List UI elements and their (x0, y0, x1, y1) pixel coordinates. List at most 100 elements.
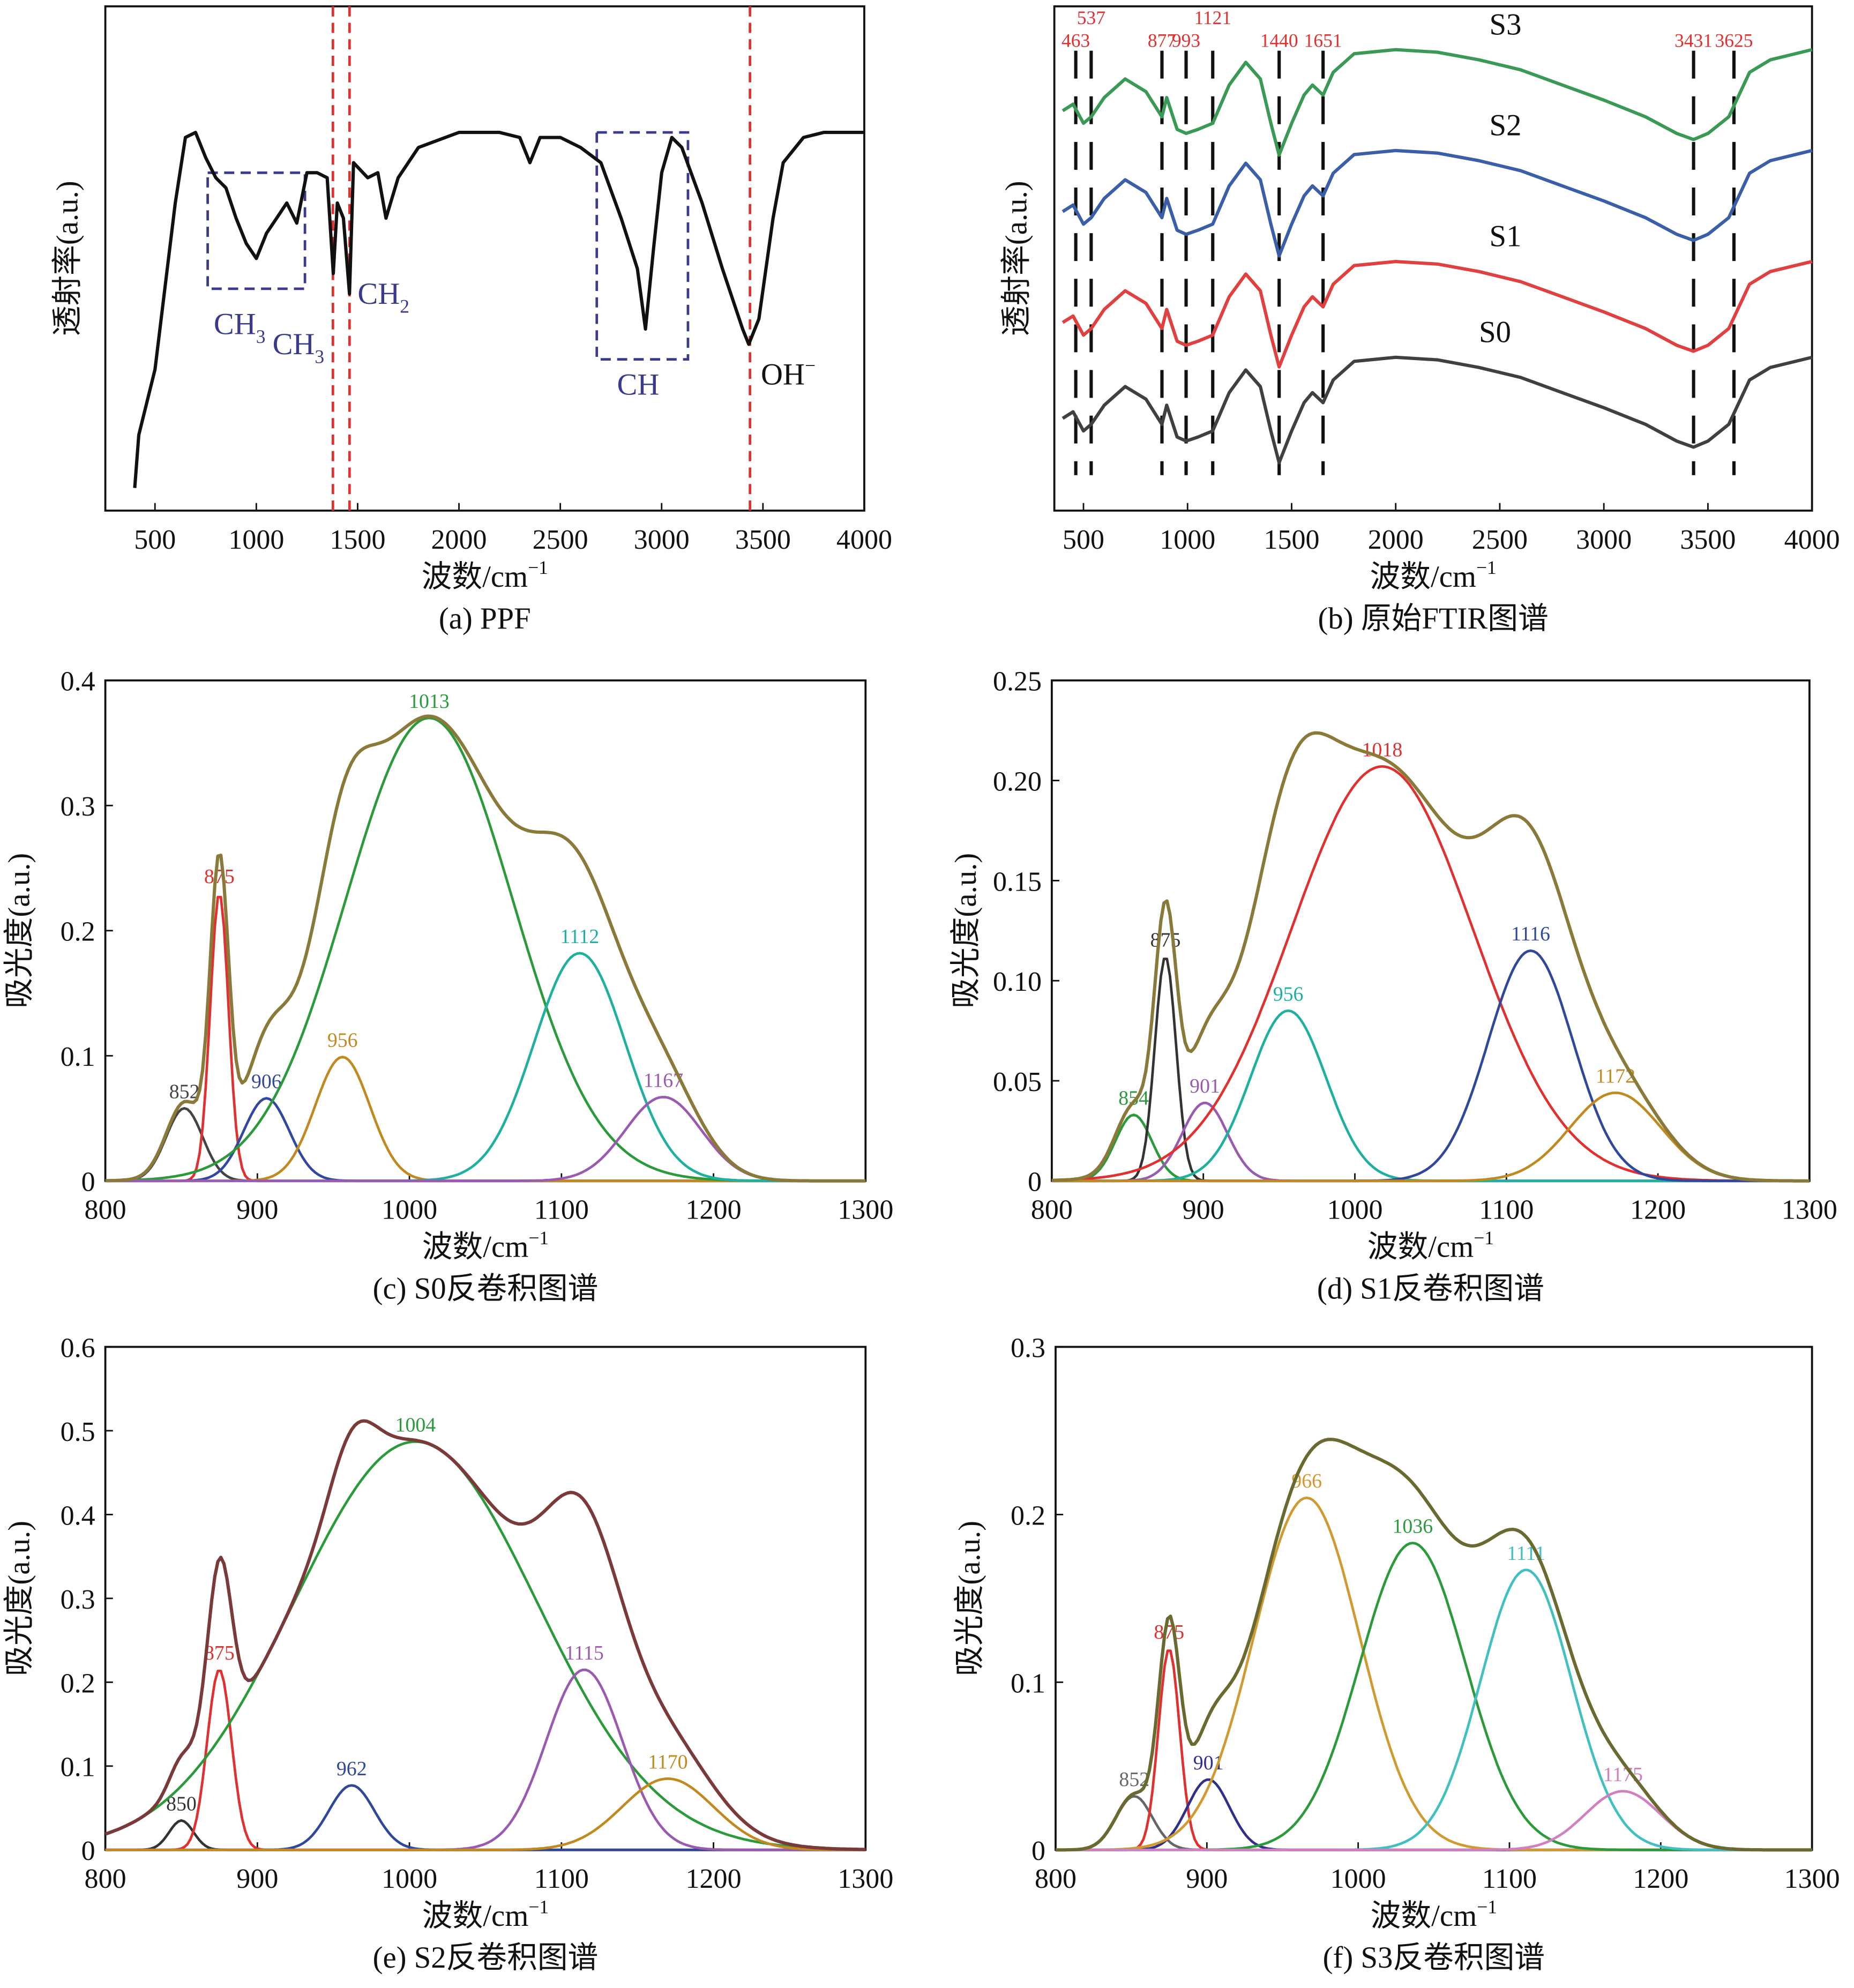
x-axis-label: 波数/cm−1 (422, 1227, 549, 1264)
peak-label: 1115 (565, 1642, 604, 1664)
peak-label: 956 (1273, 983, 1304, 1005)
series-label: S3 (1490, 8, 1522, 41)
x-axis-label: 波数/cm−1 (1370, 557, 1497, 594)
panel-b: 500 1000 1500 2000 2500 3000 3500 4000 波数/cm−1 透射… (1000, 5, 1840, 636)
x-tick-label: 1500 (330, 525, 385, 555)
annotation-sup: − (805, 355, 816, 376)
y-tick-label: 0.2 (61, 1668, 95, 1699)
peak-curve-1004 (104, 1440, 866, 1851)
peak-label: 537 (1077, 7, 1105, 28)
plot-frame (104, 5, 865, 512)
x-tick-label: 4000 (1784, 525, 1840, 555)
x-axis-label: 波数/cm−1 (422, 1896, 549, 1933)
series-label: S2 (1490, 109, 1522, 143)
peak-label: 1651 (1304, 29, 1342, 51)
x-tick-label: 1300 (1782, 1195, 1837, 1225)
fitted-sum-curve (1051, 731, 1810, 1183)
x-tick-label: 3500 (735, 525, 791, 555)
spectrum-line-S1 (1061, 259, 1813, 369)
x-tick-label: 2000 (431, 525, 487, 555)
spectrum-line-S2 (1061, 148, 1813, 258)
annotation-text: OH (761, 358, 805, 392)
x-tick-label: 1000 (228, 525, 284, 555)
x-tick-label: 1300 (838, 1864, 893, 1894)
annotation-box (206, 171, 306, 290)
y-tick-label: 0.10 (993, 967, 1042, 997)
x-axis-label-sup: −1 (528, 1896, 549, 1917)
y-axis-label: 透射率(a.u.) (51, 181, 85, 336)
peak-label: 1013 (409, 690, 450, 713)
peak-curve-1111 (1056, 1568, 1812, 1851)
peak-label: 956 (327, 1029, 358, 1052)
peak-label: 901 (1190, 1075, 1220, 1097)
x-tick-label: 1200 (1633, 1864, 1688, 1894)
x-tick-label: 1200 (686, 1195, 742, 1225)
peak-curve-1115 (105, 1668, 866, 1851)
x-tick-label: 800 (85, 1195, 126, 1225)
plot-frame (104, 1346, 867, 1851)
y-tick-label: 0.20 (993, 766, 1042, 797)
y-tick-label: 0.5 (61, 1417, 95, 1447)
peak-curve-854 (1051, 1113, 1810, 1183)
x-tick-label: 500 (1063, 525, 1104, 555)
y-tick-label: 0 (81, 1836, 95, 1866)
x-axis-label-text: 波数/cm (1367, 1230, 1474, 1264)
y-tick-label: 0.05 (993, 1067, 1042, 1097)
panel-caption: (b) 原始FTIR图谱 (1318, 602, 1549, 636)
x-axis-label: 波数/cm−1 (1371, 1896, 1497, 1933)
y-tick-label: 0.4 (61, 667, 95, 697)
x-axis-label-text: 波数/cm (422, 1899, 529, 1933)
x-tick-label: 1200 (686, 1864, 742, 1894)
x-tick-label: 500 (134, 525, 176, 555)
x-tick-label: 2500 (533, 525, 588, 555)
x-tick-label: 800 (1031, 1195, 1073, 1225)
y-axis-label: 透射率(a.u.) (1000, 181, 1034, 336)
fitted-sum-curve (105, 714, 866, 1183)
peak-curve-875 (1051, 958, 1810, 1183)
peak-curve-1170 (105, 1777, 866, 1851)
peak-annotation: CH3 (214, 308, 266, 348)
y-tick-label: 0.1 (61, 1042, 95, 1072)
peak-label: 877 (1148, 29, 1176, 51)
x-tick-label: 4000 (836, 525, 892, 555)
plot-frame (104, 679, 867, 1182)
x-tick-label: 1100 (534, 1195, 589, 1225)
series-label: S1 (1490, 220, 1522, 253)
x-tick-label: 3000 (634, 525, 690, 555)
x-tick-label: 900 (1183, 1195, 1224, 1225)
peak-curve-901 (1051, 1101, 1810, 1183)
peak-curve-966 (1056, 1496, 1812, 1851)
peak-label: 875 (1154, 1621, 1184, 1643)
x-axis-label-sup: −1 (1476, 557, 1497, 578)
peak-curve-1116 (1051, 949, 1810, 1183)
x-tick-label: 1000 (382, 1864, 437, 1894)
x-tick-label: 1500 (1264, 525, 1319, 555)
y-tick-label: 0.1 (1011, 1668, 1045, 1699)
series-label: S0 (1479, 315, 1511, 349)
x-tick-label: 1000 (1327, 1195, 1382, 1225)
panel-caption: (e) S2反卷积图谱 (373, 1941, 599, 1975)
x-axis-label-text: 波数/cm (1370, 560, 1477, 594)
peak-curve-875 (105, 1670, 866, 1851)
peak-label: 875 (204, 1642, 235, 1664)
x-axis-label-sup: −1 (1477, 1896, 1497, 1917)
fitted-sum-curve (1056, 1438, 1812, 1852)
annotation-sub: 3 (256, 326, 266, 347)
peak-annotation: CH (617, 368, 660, 401)
x-tick-label: 900 (236, 1195, 278, 1225)
panel-caption: (c) S0反卷积图谱 (373, 1272, 599, 1306)
plot-frame (1055, 1346, 1813, 1851)
y-tick-label: 0 (81, 1167, 95, 1198)
annotation-box (595, 131, 690, 361)
y-axis-label: 吸光度(a.u.) (949, 853, 983, 1008)
peak-curve-875 (1056, 1649, 1812, 1851)
peak-curve-1018 (1051, 765, 1810, 1183)
spectrum-line-S0 (1061, 355, 1813, 465)
x-tick-label: 1100 (1482, 1864, 1537, 1894)
annotation-text: CH (273, 327, 315, 361)
peak-annotation: CH2 (357, 277, 409, 317)
panel-f: 800 900 1000 1100 1200 1300 0 0.1 0.2 0.3 波数/cm−1 吸… (953, 1333, 1840, 1975)
x-axis-label-sup: −1 (1474, 1227, 1494, 1249)
peak-label: 1121 (1194, 7, 1231, 28)
panel-a: 500 1000 1500 2000 2500 3000 3500 4000 波数/cm−1 透射… (51, 5, 892, 636)
